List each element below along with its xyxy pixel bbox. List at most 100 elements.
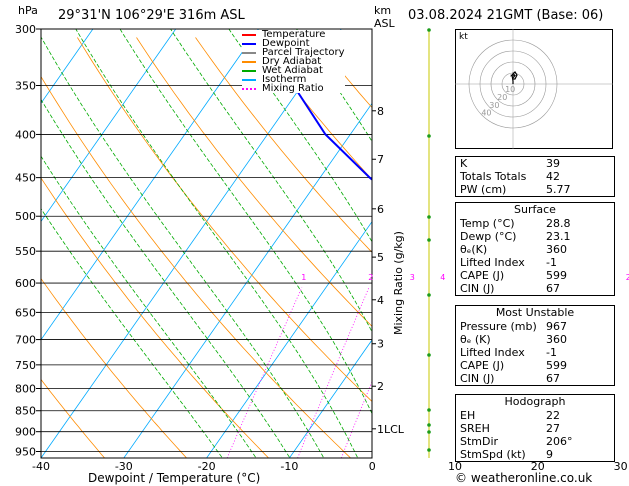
table-row-value: -1 (546, 346, 557, 359)
pressure-tick-label: 800 (15, 383, 36, 396)
table-row-label: Dewp (°C) (460, 230, 517, 243)
hpa-label: hPa (18, 4, 38, 17)
dry-adiabat-line (195, 37, 372, 253)
dewpoint-line (282, 52, 372, 181)
pressure-tick-label: 500 (15, 210, 36, 223)
table-row-label: CAPE (J) (460, 269, 505, 282)
wet-adiabat-line (170, 29, 372, 333)
table-row-label: StmSpd (kt) (460, 448, 526, 461)
table-row-value: 360 (546, 243, 567, 256)
table-row-value: 967 (546, 320, 567, 333)
table-row-value: 360 (546, 333, 567, 346)
asl-label: ASL (374, 17, 395, 30)
isotherm-line (0, 29, 10, 458)
table-row-label: CAPE (J) (460, 359, 505, 372)
table-row-value: 39 (546, 157, 560, 170)
table-row: Dewp (°C) 23.1 (456, 230, 614, 243)
table-row: Pressure (mb) 967 (456, 320, 614, 333)
wind-barb-marker (427, 28, 431, 32)
pressure-tick-label: 450 (15, 172, 36, 185)
isotherm-line (206, 221, 372, 458)
wet-adiabat-line (75, 29, 358, 458)
table-row-value: 27 (546, 422, 560, 435)
indices-table: K 39 Totals Totals 42 PW (cm) 5.77 (455, 156, 615, 197)
table-row-value: 23.1 (546, 230, 571, 243)
km-tick-label: 5 (377, 251, 384, 264)
table-row-value: 28.8 (546, 217, 571, 230)
hodograph-table: Hodograph EH 22 SREH 27 StmDir 206° StmSpd (kt)… (455, 394, 615, 462)
wind-barb-marker (427, 423, 431, 427)
table-row-label: CIN (J) (460, 372, 495, 385)
wind-barb-marker (427, 408, 431, 412)
wet-adiabat-line (41, 98, 290, 458)
table-row-label: CIN (J) (460, 282, 495, 295)
table-row: EH 22 (456, 409, 614, 422)
table-row-label: Pressure (mb) (460, 320, 537, 333)
datetime-title: 03.08.2024 21GMT (Base: 06) (408, 8, 604, 23)
wind-barb-marker (427, 430, 431, 434)
table-row-label: Lifted Index (460, 256, 525, 269)
table-row: CAPE (J) 599 (456, 269, 614, 282)
table-row-value: 67 (546, 372, 560, 385)
pressure-tick-label: 750 (15, 359, 36, 372)
km-tick-label: 7 (377, 153, 384, 166)
temperature-tick-label: 20 (531, 460, 545, 473)
table-row-value: 599 (546, 269, 567, 282)
table-row: CIN (J) 67 (456, 372, 614, 385)
legend-item: Parcel Trajectory (242, 48, 345, 58)
x-axis-label: Dewpoint / Temperature (°C) (88, 471, 261, 485)
hodograph-ring-label: 10 (505, 85, 515, 94)
pressure-tick-label: 300 (15, 23, 36, 36)
hodograph-ring-label: 20 (497, 93, 507, 102)
table-row: Temp (°C) 28.8 (456, 217, 614, 230)
table-row-label: θₑ (K) (460, 333, 491, 346)
table-row: StmSpd (kt) 9 (456, 448, 614, 461)
table-row: CAPE (J) 599 (456, 359, 614, 372)
isotherm-line (41, 29, 94, 104)
hodograph-ring-label: 40 (481, 109, 491, 118)
table-row-label: θₑ(K) (460, 243, 488, 256)
legend-label: Dewpoint (262, 38, 310, 49)
legend: Temperature Dewpoint Parcel Trajectory Dry … (242, 29, 345, 94)
mixing-ratio-line (226, 287, 303, 458)
table-row-label: EH (460, 409, 476, 422)
km-tick-label: 2 (377, 380, 384, 393)
legend-swatch (242, 33, 256, 36)
wet-adiabat-line (119, 29, 372, 415)
dry-adiabat-line (41, 177, 269, 458)
table-row-label: Totals Totals (460, 170, 527, 183)
pressure-tick-label: 700 (15, 334, 36, 347)
table-row: PW (cm) 5.77 (456, 183, 614, 196)
wet-adiabat-line (41, 155, 256, 458)
pressure-tick-label: 600 (15, 277, 36, 290)
table-row: SREH 27 (456, 422, 614, 435)
temperature-tick-label: 30 (614, 460, 628, 473)
wet-adiabat-line (41, 207, 223, 458)
mixing-ratio-label: 20 (626, 273, 629, 282)
surface-table: Surface Temp (°C) 28.8 Dewp (°C) 23.1 θₑ(K) 36… (455, 202, 615, 296)
isotherm-line (621, 29, 629, 458)
legend-swatch (242, 87, 256, 90)
hodograph-kt-label: kt (459, 32, 468, 42)
isotherm-line (41, 29, 177, 223)
table-row-label: StmDir (460, 435, 499, 448)
plot-frame (40, 28, 373, 459)
table-row: StmDir 206° (456, 435, 614, 448)
dry-adiabat-line (136, 37, 372, 327)
dry-adiabat-line (41, 75, 351, 458)
table-row-value: 206° (546, 435, 573, 448)
isotherm-line (41, 29, 259, 341)
legend-label: Temperature (262, 29, 326, 40)
pressure-tick-label: 400 (15, 128, 36, 141)
wind-barb-marker (427, 448, 431, 452)
wind-barb-marker (427, 238, 431, 242)
wet-adiabat-line (228, 29, 372, 243)
y-axis-label-right: Mixing Ratio (g/kg) (392, 231, 405, 335)
temperature-tick-label: -20 (198, 460, 216, 473)
table-row-value: 22 (546, 409, 560, 422)
legend-swatch (242, 51, 256, 54)
table-row: K 39 (456, 157, 614, 170)
temperature-tick-label: -30 (115, 460, 133, 473)
dry-adiabat-line (41, 277, 187, 458)
